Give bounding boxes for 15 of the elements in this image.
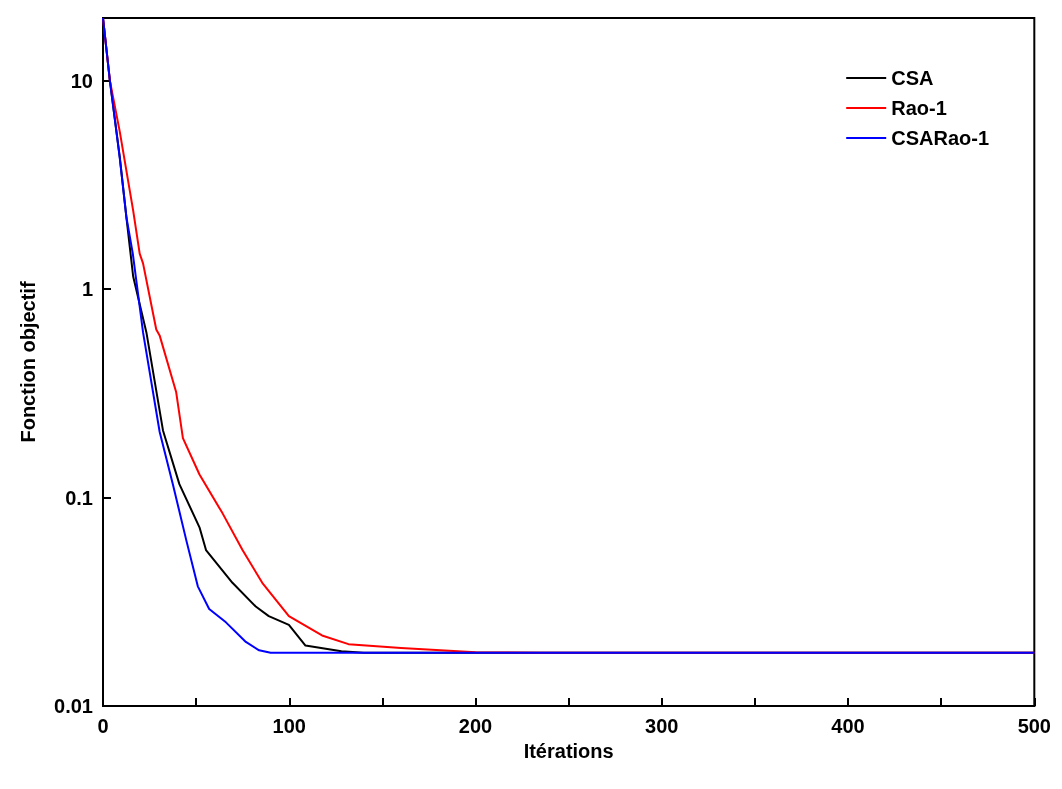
legend-label: Rao-1 — [891, 97, 947, 119]
x-tick-label: 400 — [831, 715, 865, 737]
x-tick-label: 100 — [272, 715, 306, 737]
y-tick-label: 0.01 — [54, 695, 93, 717]
legend-label: CSARao-1 — [891, 127, 989, 149]
legend-label: CSA — [891, 67, 934, 89]
x-tick-label: 500 — [1017, 715, 1051, 737]
x-tick-label: 200 — [458, 715, 493, 737]
x-tick-label: 300 — [645, 715, 679, 737]
y-tick-label: 1 — [81, 278, 93, 301]
x-axis-title: Itérations — [523, 739, 614, 762]
y-axis-title: Fonction objectif — [17, 281, 39, 443]
x-tick-label: 0 — [97, 715, 109, 737]
y-tick-label: 10 — [70, 69, 93, 92]
y-tick-label: 0.1 — [65, 486, 93, 509]
